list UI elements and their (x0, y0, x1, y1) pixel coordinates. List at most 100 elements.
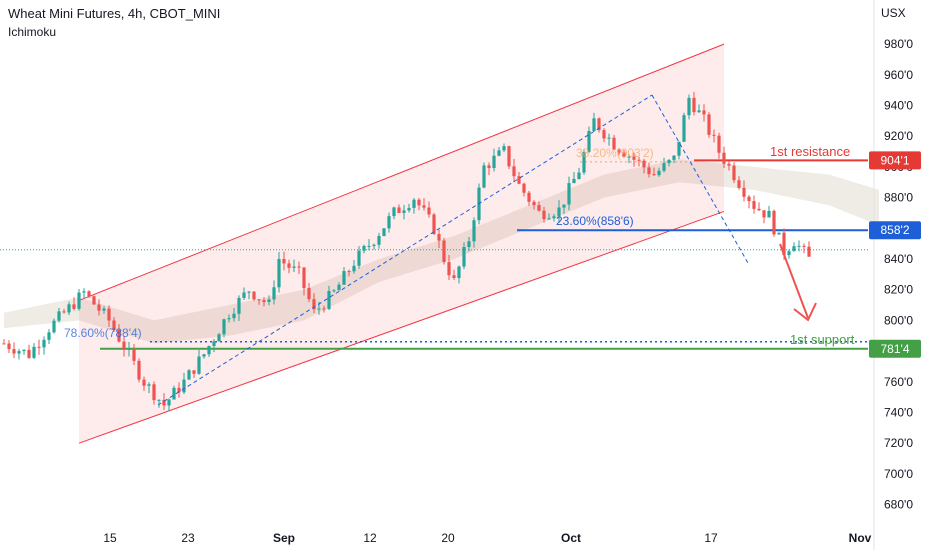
y-tick-label: 940'0 (884, 99, 913, 113)
candle-body (272, 287, 276, 300)
candle-body (687, 97, 691, 116)
candle-body (97, 304, 101, 311)
candle-body (387, 216, 391, 229)
candle-body (537, 205, 541, 211)
candle-body (427, 207, 431, 215)
candle-body (162, 399, 166, 406)
fib-382-label: 38.20%(903'2) (576, 146, 654, 160)
candle-body (157, 399, 161, 401)
candle-body (492, 155, 496, 169)
candle-body (62, 311, 66, 313)
candle-body (337, 284, 341, 291)
candle-body (432, 214, 436, 235)
candle-body (557, 207, 561, 217)
candle-body (572, 178, 576, 184)
candle-body (372, 244, 376, 246)
candle-body (127, 349, 131, 351)
candle-body (7, 343, 11, 350)
candle-body (232, 313, 236, 319)
candle-body (277, 259, 281, 288)
ichimoku-cloud (4, 159, 879, 344)
candle-body (322, 308, 326, 310)
x-tick-label: 20 (441, 531, 455, 545)
candle-body (397, 207, 401, 213)
x-tick-label: 12 (363, 531, 377, 545)
x-tick-label: 17 (704, 531, 718, 545)
y-tick-label: 920'0 (884, 129, 913, 143)
candle-body (137, 360, 141, 380)
candle-body (72, 304, 76, 309)
candle-body (92, 296, 96, 305)
candle-body (112, 320, 116, 330)
candle-body (242, 292, 246, 298)
candle-body (757, 208, 761, 211)
candle-body (642, 160, 646, 168)
projection-arrow (779, 243, 809, 319)
candle-body (87, 291, 91, 297)
candle-body (257, 299, 261, 301)
price-tag-label: 904'1 (881, 153, 910, 167)
candle-body (222, 319, 226, 335)
candle-body (647, 167, 651, 175)
candle-body (342, 271, 346, 285)
candle-body (742, 187, 746, 197)
candle-body (592, 118, 596, 132)
candle-body (632, 156, 636, 160)
candle-body (237, 297, 241, 314)
candle-body (657, 170, 661, 176)
resistance-label: 1st resistance (770, 144, 850, 159)
candle-body (377, 235, 381, 245)
candle-body (367, 245, 371, 247)
y-tick-label: 800'0 (884, 313, 913, 327)
candle-body (752, 201, 756, 209)
candle-body (582, 151, 586, 173)
candle-body (177, 387, 181, 393)
candle-body (697, 110, 701, 113)
candle-body (197, 356, 201, 374)
candle-body (147, 384, 151, 386)
candle-body (732, 165, 736, 181)
projection-arrow-head (793, 302, 817, 322)
candle-body (692, 97, 696, 113)
candle-body (417, 199, 421, 206)
fib-trendline (157, 94, 653, 406)
candle-body (497, 150, 501, 156)
candle-body (77, 292, 81, 309)
x-tick-label: Sep (273, 531, 295, 545)
candle-body (57, 311, 61, 321)
candle-body (347, 271, 351, 273)
x-tick-label: 23 (181, 531, 195, 545)
candle-body (207, 346, 211, 355)
price-tag (869, 221, 921, 240)
y-tick-label: 820'0 (884, 283, 913, 297)
candle-body (2, 343, 6, 345)
candle-body (712, 134, 716, 136)
candle-body (182, 379, 186, 393)
candle-body (152, 384, 156, 401)
candle-body (227, 318, 231, 320)
candle-body (602, 130, 606, 139)
candle-body (587, 131, 591, 152)
candle-body (567, 183, 571, 205)
y-tick-label: 980'0 (884, 37, 913, 51)
candle-body (637, 159, 641, 161)
candle-body (102, 308, 106, 311)
candle-body (767, 210, 771, 218)
candle-body (667, 159, 671, 164)
candle-body (292, 266, 296, 268)
candle-body (522, 183, 526, 193)
candle-body (507, 146, 511, 167)
candle-body (317, 308, 321, 310)
candle-body (787, 251, 791, 256)
candle-body (797, 245, 801, 247)
fib-786-label: 78.60%(788'4) (64, 326, 142, 340)
candle-body (527, 192, 531, 202)
candle-body (132, 349, 136, 361)
candle-body (382, 228, 386, 236)
y-tick-label: 680'0 (884, 498, 913, 512)
candle-body (717, 135, 721, 153)
candle-body (597, 118, 601, 131)
candle-body (802, 245, 806, 247)
